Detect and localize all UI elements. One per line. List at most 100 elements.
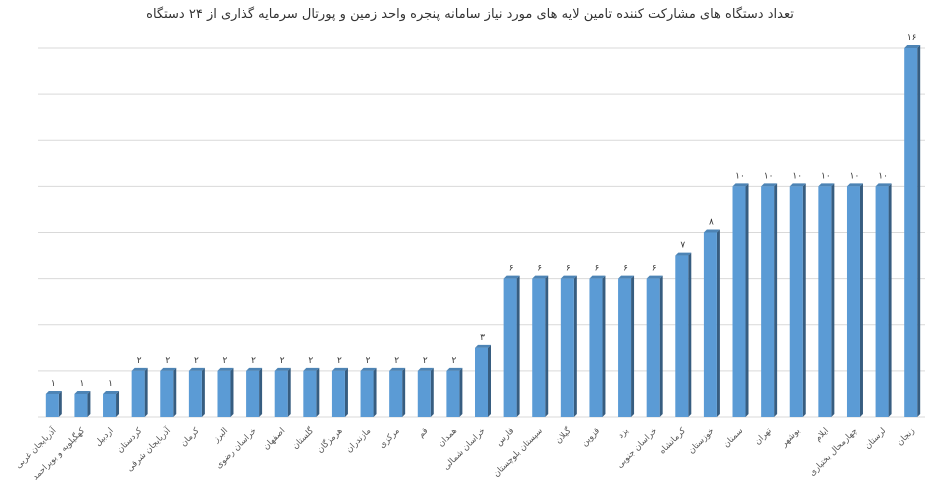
- bar: [904, 48, 918, 417]
- value-label: ۲: [165, 356, 170, 366]
- x-tick-label: مازندران: [344, 426, 373, 455]
- bar-side: [344, 367, 348, 417]
- x-tick-label: زنجان: [895, 426, 917, 448]
- bar-top: [732, 183, 749, 187]
- bar-top: [818, 183, 835, 187]
- x-tick-label: مرکزی: [377, 426, 401, 450]
- bar-side: [116, 390, 120, 417]
- bar-side: [745, 183, 749, 417]
- bar-side: [573, 275, 577, 417]
- bar: [560, 278, 574, 417]
- x-tick-label: خوزستان: [687, 426, 717, 456]
- bar-top: [274, 367, 291, 371]
- bar-side: [602, 275, 606, 417]
- bar-top: [675, 252, 692, 256]
- value-label: ۲: [251, 356, 256, 366]
- bar: [45, 393, 59, 417]
- bar-top: [503, 275, 520, 279]
- bar-side: [774, 183, 778, 417]
- bar-side: [402, 367, 406, 417]
- bar-side: [58, 390, 62, 417]
- bar-top: [532, 275, 549, 279]
- bar: [675, 255, 689, 417]
- value-label: ۲: [423, 356, 428, 366]
- value-label: ۶: [623, 264, 628, 274]
- bar-side: [831, 183, 835, 417]
- value-label: ۱۰: [792, 171, 802, 181]
- bar-side: [659, 275, 663, 417]
- bar-top: [188, 367, 205, 371]
- value-label: ۱: [108, 379, 113, 389]
- x-tick-label: قزوین: [580, 426, 602, 448]
- x-tick-label: البرز: [211, 426, 230, 445]
- bar-top: [875, 183, 892, 187]
- bar-side: [87, 390, 91, 417]
- value-label: ۷: [680, 241, 685, 251]
- x-tick-label: یزد: [616, 426, 631, 441]
- bar-top: [131, 367, 148, 371]
- bar: [503, 278, 517, 417]
- x-tick-label: بوشهر: [779, 426, 803, 450]
- value-label: ۸: [709, 218, 714, 228]
- bar-side: [859, 183, 863, 417]
- bar-side: [259, 367, 263, 417]
- bar-top: [389, 367, 406, 371]
- bar: [475, 347, 488, 417]
- bar: [589, 278, 603, 417]
- value-label: ۱۰: [878, 171, 888, 181]
- bar: [74, 393, 88, 417]
- value-label: ۲: [451, 356, 456, 366]
- bar-side: [373, 367, 377, 417]
- bar-side: [545, 275, 549, 417]
- value-label: ۳: [480, 333, 485, 343]
- value-label: ۲: [194, 356, 199, 366]
- x-tick-label: هرمزگان: [315, 425, 345, 455]
- x-tick-label: اصفهان: [261, 426, 287, 452]
- value-label: ۱۰: [764, 171, 774, 181]
- bar: [789, 186, 803, 417]
- bar-top: [417, 367, 434, 371]
- bar-side: [173, 367, 177, 417]
- value-label: ۶: [509, 264, 514, 274]
- value-label: ۱۰: [735, 171, 745, 181]
- bar-side: [516, 275, 520, 417]
- bar: [103, 393, 117, 417]
- bar-top: [446, 367, 463, 371]
- bar-top: [103, 390, 120, 394]
- x-tick-label: لرستان: [863, 426, 888, 451]
- value-label: ۲: [223, 356, 228, 366]
- bar-side: [144, 367, 148, 417]
- bar-top: [475, 344, 491, 348]
- x-tick-label: همدان: [436, 426, 459, 449]
- value-label: ۲: [308, 356, 313, 366]
- value-label: ۲: [137, 356, 142, 366]
- bar-side: [430, 367, 434, 417]
- x-tick-label: اردبیل: [93, 426, 115, 448]
- chart-title: تعداد دستگاه های مشارکت کننده تامین لایه…: [146, 6, 794, 22]
- bar: [274, 370, 288, 417]
- bar: [875, 186, 889, 417]
- x-tick-label: گلستان: [290, 425, 317, 452]
- x-tick-label: قم: [416, 426, 430, 440]
- x-tick-label: سیستان بلوچستان: [492, 426, 545, 479]
- bar-top: [646, 275, 663, 279]
- bar-side: [230, 367, 234, 417]
- value-label: ۱۰: [850, 171, 860, 181]
- bar-top: [246, 367, 263, 371]
- bar: [532, 278, 546, 417]
- bar: [818, 186, 832, 417]
- bar-side: [716, 229, 720, 417]
- bar-side: [688, 252, 692, 417]
- bar: [417, 370, 431, 417]
- x-tick-label: تهران: [753, 426, 774, 447]
- bar-side: [631, 275, 635, 417]
- bar: [188, 370, 202, 417]
- x-tick-label: فارس: [494, 426, 516, 448]
- bar: [217, 370, 231, 417]
- value-label: ۲: [337, 356, 342, 366]
- value-label: ۱: [79, 379, 84, 389]
- bar: [131, 370, 145, 417]
- bar: [446, 370, 460, 417]
